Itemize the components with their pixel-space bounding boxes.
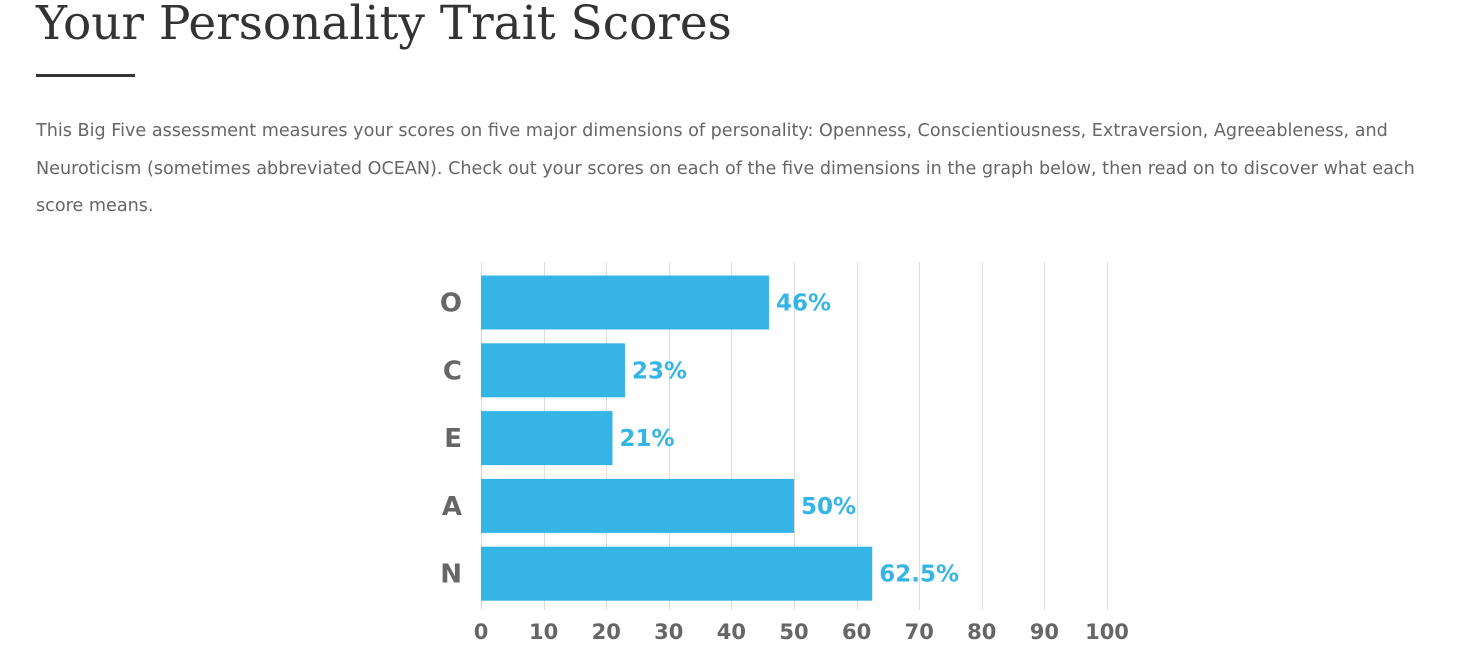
x-axis-ticks: 0 10 20 30 40 50 60 70 80 90 100 xyxy=(474,620,1129,644)
value-label-n: 62.5% xyxy=(879,562,959,588)
x-tick-label: 90 xyxy=(1030,620,1059,644)
x-tick-label: 40 xyxy=(717,620,746,644)
bar-a xyxy=(481,478,794,533)
x-tick-label: 70 xyxy=(905,620,934,644)
category-label-n: N xyxy=(440,560,462,590)
bar-o xyxy=(481,275,769,330)
intro-paragraph: This Big Five assessment measures your s… xyxy=(36,121,1415,216)
value-label-a: 50% xyxy=(801,494,856,520)
bar-e xyxy=(481,411,613,466)
bars xyxy=(481,275,873,601)
x-tick-label: 100 xyxy=(1085,620,1129,644)
value-label-o: 46% xyxy=(776,291,831,317)
x-tick-label: 80 xyxy=(967,620,996,644)
x-tick-label: 30 xyxy=(654,620,683,644)
page-title: Your Personality Trait Scores xyxy=(36,0,732,51)
x-tick-label: 50 xyxy=(779,620,808,644)
title-underline xyxy=(36,74,135,77)
bar-c xyxy=(481,343,625,398)
x-tick-label: 60 xyxy=(842,620,871,644)
labels: O 46% C 23% E 21% A 50% N 62.5% xyxy=(440,289,959,590)
bar-n xyxy=(481,546,873,601)
category-label-c: C xyxy=(443,356,462,386)
category-label-a: A xyxy=(442,492,462,522)
x-tick-label: 0 xyxy=(474,620,489,644)
x-tick-label: 20 xyxy=(592,620,621,644)
value-label-e: 21% xyxy=(619,426,674,452)
x-tick-label: 10 xyxy=(529,620,558,644)
value-label-c: 23% xyxy=(632,358,687,384)
category-label-e: E xyxy=(444,424,462,454)
category-label-o: O xyxy=(440,289,462,319)
